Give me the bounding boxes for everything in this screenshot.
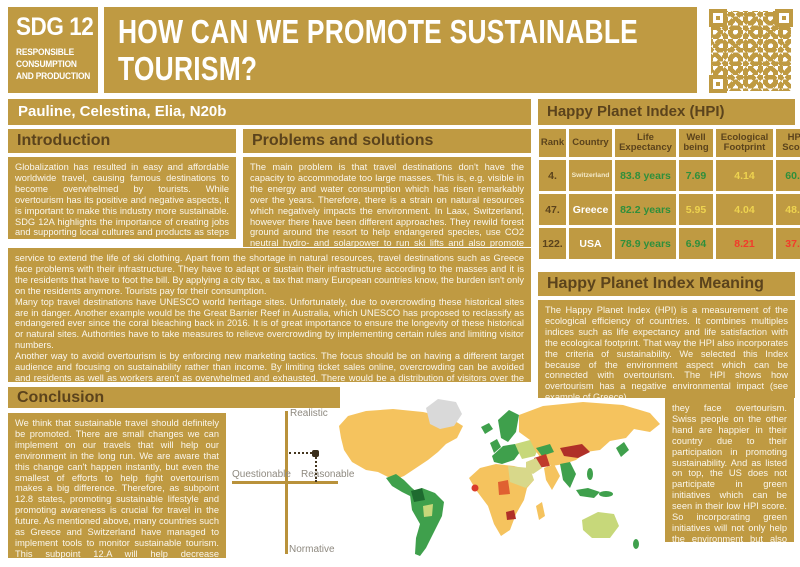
quadrant-label-reasonable: Reasonable <box>301 469 355 480</box>
rank-cell: 122. <box>539 228 566 259</box>
col-header-ecological-footprint: Ecological Footprint <box>716 129 773 157</box>
life-expectancy-cell: 78.9 years <box>615 228 676 259</box>
problems-continued-text: service to extend the life of ski clothi… <box>8 248 531 382</box>
ecological-footprint-cell: 4.04 <box>716 194 773 225</box>
poster-title-bar: HOW CAN WE PROMOTE SUSTAINABLE TOURISM? <box>104 7 697 93</box>
poster-title: HOW CAN WE PROMOTE SUSTAINABLE TOURISM? <box>118 13 639 87</box>
sdg-number: SDG 12 <box>16 13 94 41</box>
hpi-score-cell: 48.8 <box>776 194 800 225</box>
qr-finder-icon <box>709 75 727 93</box>
hpi-world-map <box>339 399 660 556</box>
qr-code <box>707 7 795 95</box>
problems-heading: Problems and solutions <box>243 129 531 153</box>
quadrant-label-realistic: Realistic <box>290 408 328 419</box>
sdg-badge: SDG 12 RESPONSIBLE CONSUMPTION AND PRODU… <box>8 7 98 93</box>
well-being-cell: 5.95 <box>679 194 713 225</box>
hpi-score-cell: 37.4 <box>776 228 800 259</box>
col-header-country: Country <box>569 129 612 157</box>
country-cell: Switzerland <box>569 160 612 191</box>
country-cell: USA <box>569 228 612 259</box>
table-row: 4. Switzerland 83.8 years 7.69 4.14 60.1 <box>539 160 800 191</box>
quadrant-horizontal-axis <box>232 481 338 484</box>
ecological-footprint-cell: 4.14 <box>716 160 773 191</box>
rank-cell: 47. <box>539 194 566 225</box>
col-header-rank: Rank <box>539 129 566 157</box>
col-header-well-being: Well being <box>679 129 713 157</box>
introduction-heading: Introduction <box>8 129 236 153</box>
sdg-subtitle: RESPONSIBLE CONSUMPTION AND PRODUCTION <box>16 47 91 83</box>
quadrant-dotted-line-vertical <box>315 454 317 482</box>
col-header-life-expectancy: Life Expectancy <box>615 129 676 157</box>
well-being-cell: 6.94 <box>679 228 713 259</box>
qr-finder-icon <box>709 9 727 27</box>
life-expectancy-cell: 83.8 years <box>615 160 676 191</box>
paragraph: The Happy Planet Index (HPI) is a measur… <box>545 305 788 398</box>
hpi-table: Rank Country Life Expectancy Well being … <box>536 126 800 262</box>
hpi-section-heading: Happy Planet Index (HPI) <box>538 99 795 125</box>
introduction-text: Globalization has resulted in easy and a… <box>8 157 236 239</box>
paragraph: service to extend the life of ski clothi… <box>15 253 524 296</box>
authors-byline: Pauline, Celestina, Elia, N20b <box>8 99 531 125</box>
table-row: 47. Greece 82.2 years 5.95 4.04 48.8 <box>539 194 800 225</box>
sdg-subtitle-line: CONSUMPTION <box>16 58 77 70</box>
table-row: 122. USA 78.9 years 6.94 8.21 37.4 <box>539 228 800 259</box>
hpi-meaning-heading: Happy Planet Index Meaning <box>538 272 795 296</box>
life-expectancy-cell: 82.2 years <box>615 194 676 225</box>
quadrant-dotted-line-horizontal <box>289 452 316 454</box>
paragraph: Another way to avoid overtourism is by e… <box>15 351 524 382</box>
ecological-footprint-cell: 8.21 <box>716 228 773 259</box>
conclusion-text: We think that sustainable travel should … <box>8 413 226 558</box>
hpi-score-cell: 60.1 <box>776 160 800 191</box>
conclusion-heading: Conclusion <box>8 387 340 408</box>
quadrant-marker-dot <box>312 450 319 457</box>
well-being-cell: 7.69 <box>679 160 713 191</box>
problems-text: The main problem is that travel destinat… <box>243 157 531 247</box>
country-cell: Greece <box>569 194 612 225</box>
sdg-subtitle-line: AND PRODUCTION <box>16 70 91 82</box>
rank-cell: 4. <box>539 160 566 191</box>
table-header-row: Rank Country Life Expectancy Well being … <box>539 129 800 157</box>
quadrant-label-questionable: Questionable <box>232 469 291 480</box>
hpi-meaning-text-continued: they face overtourism. Swiss people on t… <box>665 398 794 542</box>
col-header-hpi-score: HPI Score <box>776 129 800 157</box>
quadrant-label-normative: Normative <box>289 544 335 555</box>
paragraph: Many top travel destinations have UNESCO… <box>15 296 524 351</box>
hpi-meaning-text: The Happy Planet Index (HPI) is a measur… <box>538 300 795 398</box>
qr-finder-icon <box>775 9 793 27</box>
sdg-subtitle-line: RESPONSIBLE <box>16 47 74 58</box>
